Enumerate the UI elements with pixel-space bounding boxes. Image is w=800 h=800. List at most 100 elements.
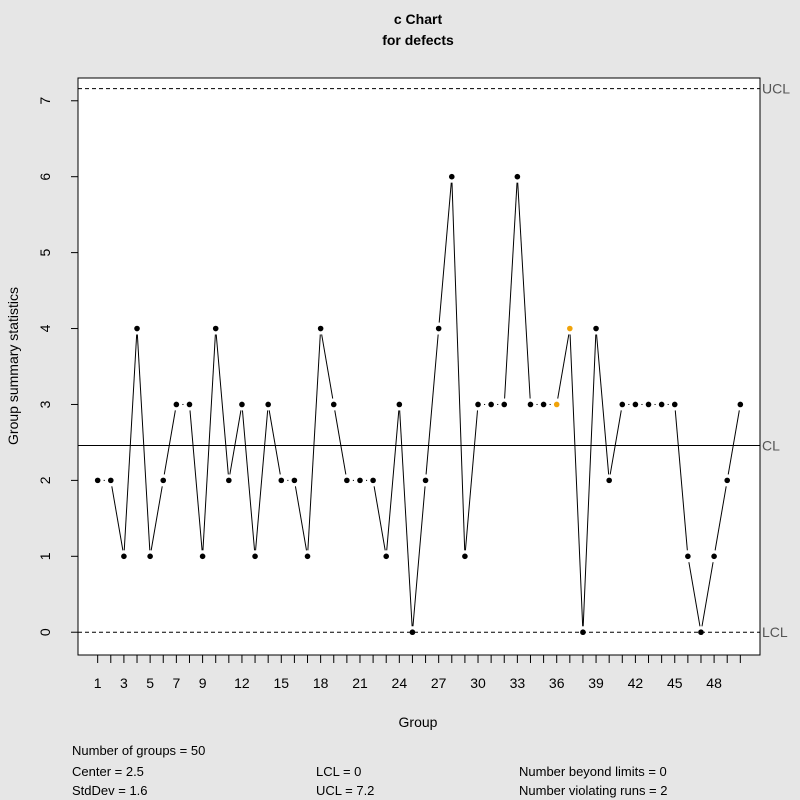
series-segment [229,410,242,475]
y-tick-label: 0 [37,628,53,636]
data-point [107,477,114,484]
series-segment [268,410,281,475]
series-segment [596,334,610,475]
plot-area [77,77,761,656]
data-point [357,477,363,484]
series-segment [464,410,479,551]
series-segment [373,486,386,551]
series-segment [609,410,622,475]
data-point [488,401,494,408]
data-point [173,401,180,408]
data-point [304,553,311,560]
data-point [121,553,127,560]
series-segment [412,486,426,627]
highlighted-data-point [567,325,573,332]
data-point [462,553,468,560]
data-point [580,629,586,636]
y-axis-label: Group summary statistics [5,287,21,445]
x-tick-label: 9 [199,675,207,691]
series-segment [438,182,452,323]
series-segment [202,334,216,551]
data-point [160,477,167,484]
y-tick-label: 6 [37,173,53,181]
stat-stddev: StdDev = 1.6 [72,783,148,798]
x-tick-label: 18 [313,675,329,691]
x-tick-label: 48 [706,675,722,691]
y-tick-label: 7 [37,97,53,105]
series-segment [321,334,334,399]
x-tick-label: 21 [352,675,368,691]
series-segment [674,410,688,551]
x-tick-label: 1 [94,675,102,691]
y-tick-label: 1 [37,552,53,560]
series-segment [163,410,176,475]
data-point [409,629,416,636]
data-point [619,401,626,408]
y-tick-label: 4 [37,324,53,332]
chart-title: c Chart [394,11,443,27]
data-point [514,173,521,180]
data-point [330,401,337,408]
series-segment [136,334,151,551]
data-point [632,401,639,408]
stat-violating-runs: Number violating runs = 2 [519,783,668,798]
series-segment [150,486,163,551]
series-segment [582,334,597,627]
data-point [527,401,534,408]
data-point [370,477,376,484]
data-point [94,477,101,484]
stat-groups: Number of groups = 50 [72,743,206,758]
x-axis-label: Group [399,714,438,730]
series-segment [111,486,124,551]
stat-center: Center = 2.5 [72,764,144,779]
series-segment [399,410,413,627]
y-tick-label: 2 [37,476,53,484]
series-segment [451,182,466,551]
data-point [134,325,140,332]
y-tick-label: 3 [37,400,53,408]
data-point [199,553,206,560]
series-segment [334,410,347,475]
data-point [540,401,547,408]
series-segment [294,486,307,551]
data-point [698,629,704,636]
lcl-label: LCL [762,624,788,640]
series-segment [688,562,701,627]
data-point [383,553,390,560]
data-point [711,553,717,560]
x-tick-label: 3 [120,675,128,691]
data-point [212,325,219,332]
x-tick-label: 24 [392,675,408,691]
chart-subtitle: for defects [382,32,454,48]
data-point [685,553,691,560]
x-tick-label: 15 [273,675,289,691]
stat-ucl: UCL = 7.2 [316,783,375,798]
data-point [291,477,298,484]
data-point [147,553,153,560]
x-tick-label: 36 [549,675,565,691]
series-segment [517,182,531,399]
y-tick-label: 5 [37,249,53,257]
data-point [645,401,652,408]
series-segment [386,410,400,551]
data-point [396,401,403,408]
data-point [658,401,665,408]
series-segment [255,410,269,551]
series-segment [189,410,203,551]
data-point [606,477,612,484]
data-point [265,401,271,408]
x-tick-label: 42 [628,675,644,691]
series-segment [241,410,256,551]
data-point [593,325,599,332]
stat-beyond-limits: Number beyond limits = 0 [519,764,667,779]
x-tick-label: 12 [234,675,250,691]
data-point [252,553,258,560]
data-point [448,173,455,180]
x-tick-label: 27 [431,675,447,691]
cl-label: CL [762,437,780,453]
data-point [671,401,678,408]
data-point [737,401,744,408]
x-tick-label: 45 [667,675,683,691]
data-point [422,477,429,484]
